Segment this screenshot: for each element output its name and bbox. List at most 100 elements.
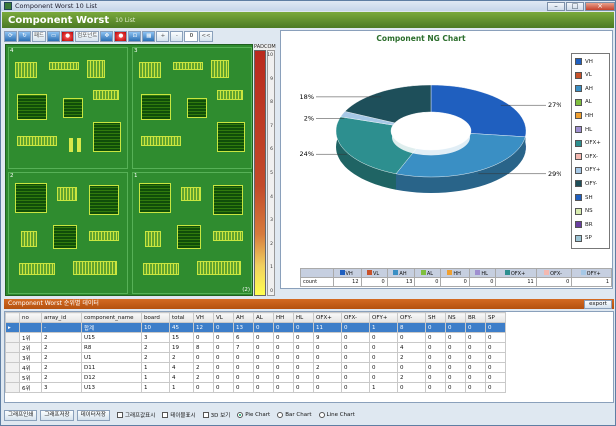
table-cell[interactable]: 4위 — [19, 362, 42, 373]
table-cell[interactable]: 45 — [169, 322, 194, 333]
save-data-button[interactable]: 데이터저장 — [76, 409, 110, 421]
table-cell[interactable]: 4 — [169, 362, 194, 373]
table-cell[interactable]: 0 — [485, 332, 506, 343]
table-cell[interactable]: 0 — [425, 322, 446, 333]
row-header[interactable] — [5, 352, 20, 363]
component[interactable] — [143, 263, 179, 275]
tool-stop2-icon[interactable]: ● — [114, 31, 128, 42]
component[interactable] — [181, 187, 201, 201]
radio-dot[interactable] — [237, 412, 244, 418]
table-cell[interactable]: 3 — [41, 382, 82, 393]
board-quadrant[interactable]: 3 — [132, 47, 252, 169]
table-cell[interactable]: D12 — [81, 372, 142, 383]
tool-fit-icon[interactable]: ⊡ — [128, 31, 142, 42]
tool-grid-icon[interactable]: ▦ — [142, 31, 156, 42]
table-cell[interactable]: 0 — [341, 382, 370, 393]
table-cell[interactable]: 0 — [445, 352, 466, 363]
table-cell[interactable]: 0 — [293, 342, 314, 353]
component[interactable] — [17, 136, 57, 146]
table-row[interactable]: 5위 2 D12 1 4 2 0 0 0 0 0 0 0 0 2 0 0 0 0 — [5, 372, 506, 383]
3d-checkbox[interactable]: 3D 보기 — [202, 411, 230, 419]
row-header[interactable] — [5, 332, 20, 343]
radio-dot[interactable] — [318, 412, 325, 418]
table-cell[interactable]: 1 — [141, 362, 170, 373]
table-cell[interactable]: 6위 — [19, 382, 42, 393]
checkbox-box[interactable] — [162, 412, 169, 418]
table-cell[interactable]: 5위 — [19, 372, 42, 383]
table-cell[interactable]: 0 — [341, 352, 370, 363]
table-cell[interactable]: 10 — [141, 322, 170, 333]
table-cell[interactable]: 12 — [193, 322, 214, 333]
table-cell[interactable]: 4 — [169, 372, 194, 383]
minimize-button[interactable]: – — [547, 1, 565, 11]
component[interactable] — [213, 231, 243, 241]
table-row[interactable]: 1위 2 U15 3 15 0 0 6 0 0 0 9 0 0 0 0 0 0 0 — [5, 332, 506, 343]
table-cell[interactable]: 2 — [141, 342, 170, 353]
component[interactable] — [73, 261, 117, 275]
data-grid[interactable]: no array_id component_name board total VH VL AH… — [4, 311, 614, 403]
table-cell[interactable]: 0 — [193, 352, 214, 363]
bar-chart-radio[interactable]: Bar Chart — [277, 412, 312, 418]
table-cell[interactable]: 0 — [293, 372, 314, 383]
table-cell[interactable]: 0 — [397, 382, 426, 393]
row-header[interactable] — [5, 362, 20, 373]
component[interactable] — [141, 94, 171, 120]
table-cell[interactable]: 0 — [233, 352, 254, 363]
table-cell[interactable]: 8 — [397, 322, 426, 333]
table-cell[interactable]: 2 — [193, 372, 214, 383]
component[interactable] — [15, 183, 47, 213]
tool-refresh-icon[interactable]: ⟳ — [4, 31, 17, 42]
tool-pan-icon[interactable]: ✥ — [100, 31, 114, 42]
table-cell[interactable]: 합계 — [81, 322, 142, 333]
checkbox-box[interactable] — [116, 412, 123, 418]
table-cell[interactable]: 0 — [485, 372, 506, 383]
table-cell[interactable]: - — [41, 322, 82, 333]
table-cell[interactable]: 2 — [141, 352, 170, 363]
table-cell[interactable]: 0 — [253, 382, 274, 393]
table-cell[interactable]: 0 — [193, 382, 214, 393]
table-cell[interactable]: 0 — [273, 362, 294, 373]
grid-column-header[interactable]: HH — [273, 312, 294, 323]
table-cell[interactable]: 13 — [233, 322, 254, 333]
close-button[interactable]: × — [585, 1, 615, 11]
table-cell[interactable]: 2 — [193, 362, 214, 373]
grid-column-header[interactable]: VL — [213, 312, 234, 323]
table-cell[interactable]: 0 — [273, 352, 294, 363]
grid-column-header[interactable]: component_name — [81, 312, 142, 323]
table-cell[interactable]: 2 — [41, 342, 82, 353]
zoom-input[interactable]: 0 — [184, 31, 199, 42]
table-cell[interactable]: 9 — [313, 332, 342, 343]
grid-column-header[interactable]: AH — [233, 312, 254, 323]
table-cell[interactable]: D11 — [81, 362, 142, 373]
component[interactable] — [173, 62, 203, 70]
table-row[interactable]: 6위 3 U13 1 1 0 0 0 0 0 0 0 0 1 0 0 0 0 0 — [5, 382, 506, 393]
table-cell[interactable]: 0 — [213, 332, 234, 343]
component[interactable] — [63, 98, 83, 118]
grid-column-header[interactable]: no — [19, 312, 42, 323]
component[interactable] — [93, 90, 119, 100]
table-cell[interactable]: 2 — [313, 362, 342, 373]
table-cell[interactable]: 0 — [273, 332, 294, 343]
table-cell[interactable]: 1 — [369, 382, 398, 393]
table-cell[interactable]: 0 — [445, 362, 466, 373]
row-header[interactable] — [5, 372, 20, 383]
component[interactable] — [187, 98, 207, 118]
table-cell[interactable]: 0 — [293, 352, 314, 363]
grid-column-header[interactable]: SP — [485, 312, 506, 323]
table-cell[interactable]: 0 — [465, 362, 486, 373]
table-cell[interactable]: 0 — [465, 352, 486, 363]
table-cell[interactable]: 0 — [369, 352, 398, 363]
component[interactable] — [139, 183, 171, 213]
back-button[interactable]: << — [199, 31, 213, 42]
table-cell[interactable]: 0 — [341, 332, 370, 343]
board-quadrant[interactable]: 4 — [8, 47, 128, 169]
table-cell[interactable]: 15 — [169, 332, 194, 343]
component[interactable] — [53, 225, 77, 249]
table-cell[interactable]: 0 — [293, 362, 314, 373]
zoom-in-button[interactable]: + — [156, 31, 170, 42]
grid-column-header[interactable]: OFX- — [341, 312, 370, 323]
table-cell[interactable]: 0 — [233, 382, 254, 393]
grid-column-header[interactable]: AL — [253, 312, 274, 323]
grid-column-header[interactable]: OFX+ — [313, 312, 342, 323]
component[interactable] — [87, 60, 105, 78]
